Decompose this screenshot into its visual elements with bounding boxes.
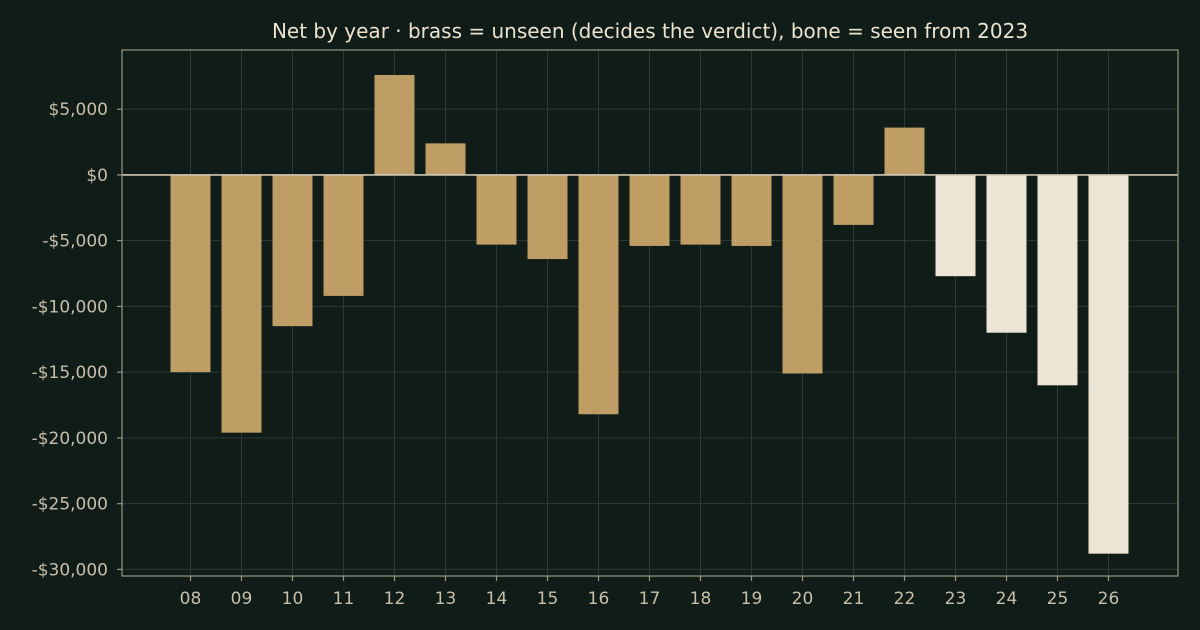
- y-tick-label: -$15,000: [32, 363, 108, 383]
- x-tick-label: 26: [1098, 589, 1120, 609]
- x-tick-label: 10: [282, 589, 304, 609]
- bar-08: [170, 174, 211, 373]
- x-tick-label: 11: [333, 589, 355, 609]
- bar-26: [1088, 174, 1129, 554]
- x-tick-label: 23: [945, 589, 967, 609]
- y-tick-label: -$5,000: [42, 232, 108, 252]
- bar-22: [884, 127, 925, 175]
- x-tick-label: 24: [996, 589, 1018, 609]
- y-tick-label: -$10,000: [32, 297, 108, 317]
- x-tick-label: 21: [843, 589, 865, 609]
- bar-09: [221, 174, 262, 433]
- y-tick-label: -$30,000: [32, 560, 108, 580]
- bar-21: [833, 174, 874, 225]
- bar-10: [272, 174, 313, 327]
- x-tick-label: 19: [741, 589, 763, 609]
- x-tick-label: 15: [537, 589, 559, 609]
- bar-18: [680, 174, 721, 245]
- x-tick-label: 18: [690, 589, 712, 609]
- x-tick-label: 25: [1047, 589, 1069, 609]
- bar-15: [527, 174, 568, 260]
- y-tick-label: -$25,000: [32, 495, 108, 515]
- bar-11: [323, 174, 364, 296]
- bar-19: [731, 174, 772, 246]
- x-tick-label: 17: [639, 589, 661, 609]
- bar-12: [374, 74, 415, 175]
- y-tick-label: $0: [86, 166, 108, 186]
- x-tick-label: 22: [894, 589, 916, 609]
- x-tick-label: 14: [486, 589, 508, 609]
- x-tick-label: 09: [231, 589, 253, 609]
- x-axis: 08 09 10 11 12 13 14 15 16 17 18 19 20 21 22 23 24 25 26: [180, 576, 1120, 609]
- chart-title: Net by year · brass = unseen (decides th…: [272, 19, 1028, 43]
- x-tick-label: 16: [588, 589, 610, 609]
- bar-25: [1037, 174, 1078, 386]
- bar-17: [629, 174, 670, 246]
- bar-20: [782, 174, 823, 374]
- bar-13: [425, 143, 466, 175]
- bar-14: [476, 174, 517, 245]
- y-axis: $5,000 $0 -$5,000 -$10,000 -$15,000 -$20,000 -…: [32, 100, 122, 580]
- x-tick-label: 12: [384, 589, 406, 609]
- bar-16: [578, 174, 619, 415]
- x-tick-label: 08: [180, 589, 202, 609]
- x-tick-label: 13: [435, 589, 457, 609]
- y-tick-label: $5,000: [49, 100, 108, 120]
- bars: [170, 74, 1129, 554]
- x-tick-label: 20: [792, 589, 814, 609]
- y-tick-label: -$20,000: [32, 429, 108, 449]
- bar-23: [935, 174, 976, 277]
- bar-24: [986, 174, 1027, 333]
